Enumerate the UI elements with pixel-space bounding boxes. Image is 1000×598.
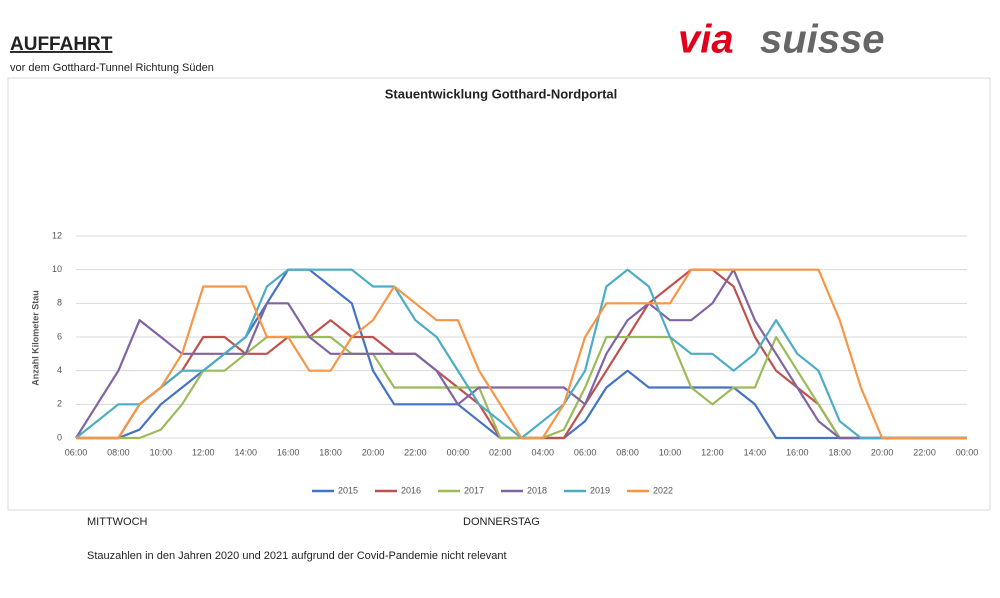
legend-label: 2019 xyxy=(590,485,610,495)
x-tick-label: 10:00 xyxy=(150,447,173,457)
series-line xyxy=(76,268,967,440)
legend-label: 2016 xyxy=(401,485,421,495)
x-tick-label: 00:00 xyxy=(956,447,979,457)
x-tick-label: 10:00 xyxy=(659,447,682,457)
x-tick-label: 08:00 xyxy=(616,447,639,457)
day-label: MITTWOCH xyxy=(87,516,148,528)
x-tick-label: 16:00 xyxy=(786,447,809,457)
chart-frame xyxy=(7,77,991,511)
series-line xyxy=(75,268,967,440)
x-tick-label: 00:00 xyxy=(447,447,470,457)
legend-label: 2015 xyxy=(338,485,358,495)
y-axis-label: Anzahl Kilometer Stau xyxy=(30,290,40,386)
x-tick-label: 22:00 xyxy=(404,447,427,457)
y-tick-label: 8 xyxy=(57,298,62,308)
x-tick-label: 16:00 xyxy=(277,447,300,457)
legend-label: 2022 xyxy=(653,485,673,495)
x-tick-label: 02:00 xyxy=(489,447,512,457)
y-tick-label: 2 xyxy=(57,399,62,409)
x-tick-label: 08:00 xyxy=(107,447,130,457)
x-tick-label: 18:00 xyxy=(319,447,342,457)
legend-label: 2018 xyxy=(527,485,547,495)
logo-suisse: suisse xyxy=(760,18,885,62)
x-tick-label: 12:00 xyxy=(192,447,215,457)
x-tick-label: 14:00 xyxy=(744,447,767,457)
y-tick-label: 4 xyxy=(57,365,62,375)
chart-title: Stauentwicklung Gotthard-Nordportal xyxy=(385,86,618,101)
x-tick-label: 20:00 xyxy=(362,447,385,457)
y-tick-label: 12 xyxy=(52,230,62,240)
logo-via: via xyxy=(678,18,734,62)
legend-label: 2017 xyxy=(464,485,484,495)
day-label: DONNERSTAG xyxy=(463,516,540,528)
x-tick-label: 12:00 xyxy=(701,447,724,457)
x-tick-label: 06:00 xyxy=(574,447,597,457)
x-tick-label: 18:00 xyxy=(828,447,851,457)
page-title: AUFFAHRT xyxy=(10,34,113,55)
x-tick-label: 06:00 xyxy=(65,447,88,457)
y-tick-label: 10 xyxy=(52,264,62,274)
x-tick-label: 14:00 xyxy=(234,447,257,457)
x-tick-label: 20:00 xyxy=(871,447,894,457)
footnote: Stauzahlen in den Jahren 2020 und 2021 a… xyxy=(87,550,507,562)
x-tick-label: 22:00 xyxy=(913,447,936,457)
page-subtitle: vor dem Gotthard-Tunnel Richtung Süden xyxy=(10,62,214,74)
x-tick-label: 04:00 xyxy=(531,447,554,457)
y-tick-label: 6 xyxy=(57,331,62,341)
y-tick-label: 0 xyxy=(57,432,62,442)
